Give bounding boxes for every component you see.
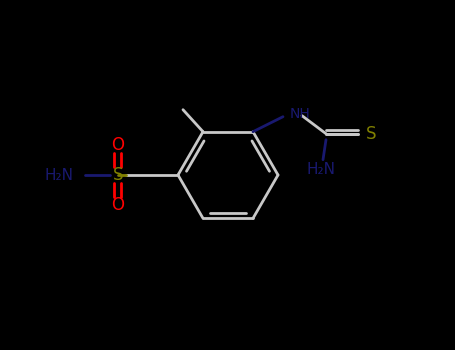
- Text: H₂N: H₂N: [307, 162, 335, 177]
- Text: NH: NH: [290, 107, 311, 121]
- Text: S: S: [113, 166, 123, 184]
- Text: S: S: [366, 125, 376, 143]
- Text: O: O: [111, 136, 125, 154]
- Text: O: O: [111, 196, 125, 214]
- Text: H₂N: H₂N: [44, 168, 73, 182]
